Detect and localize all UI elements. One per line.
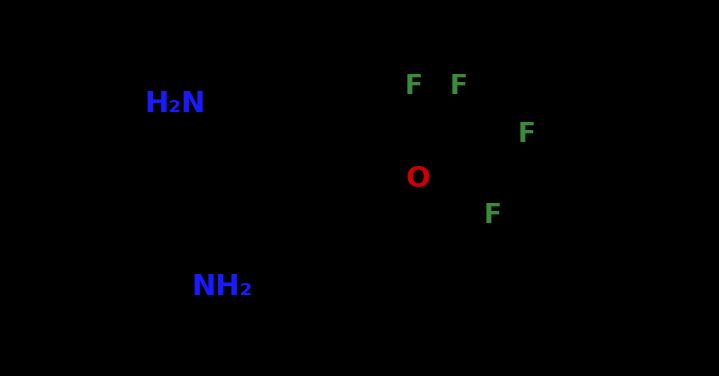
Text: F: F — [450, 74, 468, 100]
Text: H₂N: H₂N — [145, 91, 206, 118]
Text: F: F — [484, 203, 502, 229]
Text: F: F — [517, 122, 535, 149]
Text: NH₂: NH₂ — [192, 273, 253, 300]
Text: F: F — [405, 74, 423, 100]
Text: O: O — [406, 165, 431, 193]
